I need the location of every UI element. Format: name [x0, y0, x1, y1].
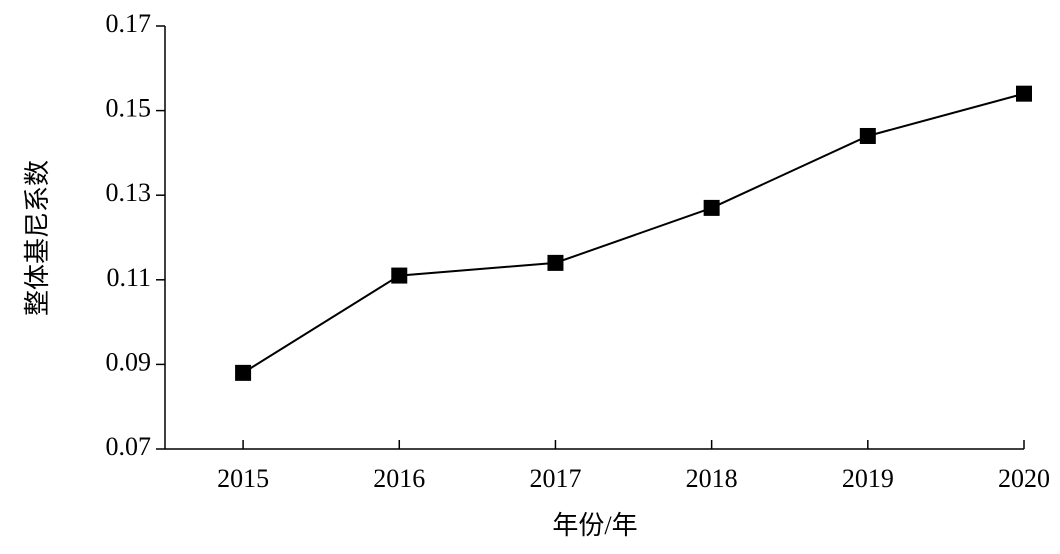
marker — [391, 267, 408, 284]
y-axis-label: 整体基尼系数 — [23, 160, 52, 316]
y-tick-label: 0.13 — [106, 178, 152, 207]
x-tick-label: 2019 — [842, 464, 894, 493]
x-axis-label: 年份/年 — [552, 511, 637, 540]
x-tick-label: 2020 — [998, 464, 1050, 493]
marker — [703, 199, 720, 216]
marker — [1016, 85, 1032, 102]
x-tick-label: 2016 — [373, 464, 425, 493]
marker — [859, 127, 876, 144]
x-tick-label: 2015 — [217, 464, 269, 493]
x-tick-label: 2018 — [686, 464, 738, 493]
data-line — [242, 92, 1025, 374]
y-tick-label: 0.17 — [106, 9, 152, 38]
y-tick-label: 0.15 — [106, 94, 152, 123]
y-tick-label: 0.09 — [106, 347, 152, 376]
marker — [547, 254, 564, 271]
marker — [235, 364, 252, 381]
x-tick-label: 2017 — [529, 464, 581, 493]
y-tick-label: 0.07 — [106, 432, 152, 461]
y-tick-label: 0.11 — [106, 263, 151, 292]
